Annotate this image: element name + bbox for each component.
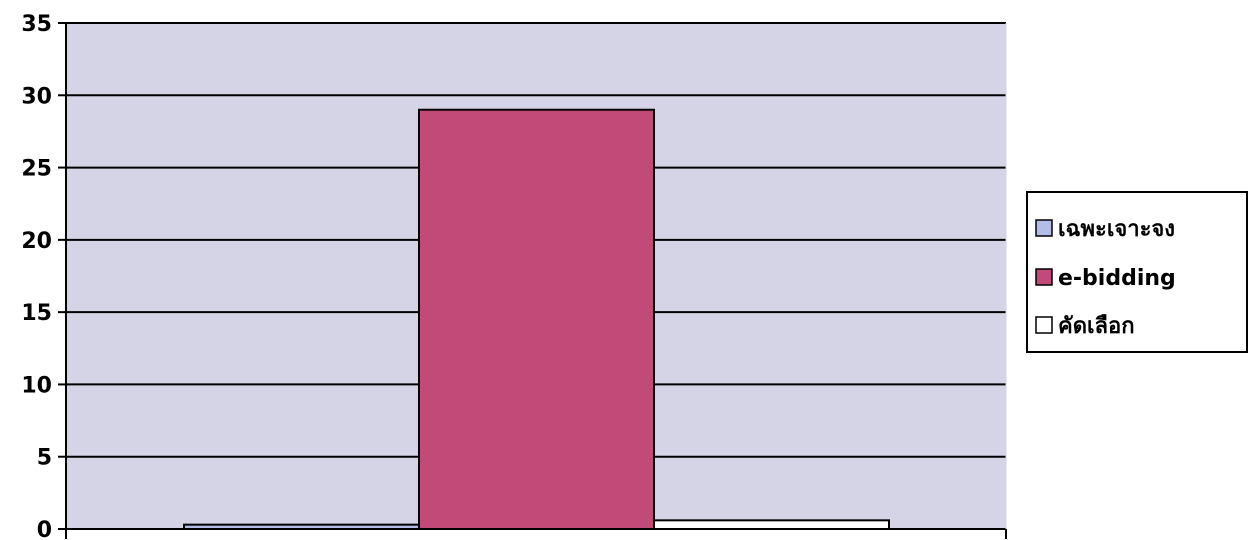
y-tick-label: 30: [21, 84, 52, 109]
bars: [183, 108, 890, 531]
legend-label: e-bidding: [1058, 266, 1176, 291]
legend-swatch: [1035, 316, 1053, 334]
legend-label: คัดเลือก: [1058, 314, 1135, 339]
legend: เฉพะเจาะจง e-bidding คัดเลือก: [1026, 191, 1248, 353]
y-tick-label: 0: [37, 518, 52, 540]
legend-swatch: [1035, 268, 1053, 286]
y-tick-label: 25: [21, 157, 52, 182]
y-tick-label: 15: [21, 301, 52, 326]
y-tick-label: 20: [21, 229, 52, 254]
y-tick-label: 10: [21, 373, 52, 398]
y-tick-label: 35: [21, 12, 52, 37]
legend-label: เฉพะเจาะจง: [1058, 217, 1175, 242]
legend-box: [1026, 191, 1248, 353]
y-tick-label: 5: [37, 446, 52, 471]
axes: [65, 22, 1007, 539]
legend-swatch: [1035, 219, 1053, 237]
bar-selection: [653, 519, 890, 531]
y-axis-ticks: 0 5 10 15 20 25 30 35: [21, 12, 66, 540]
bar-e-bidding: [418, 108, 655, 530]
